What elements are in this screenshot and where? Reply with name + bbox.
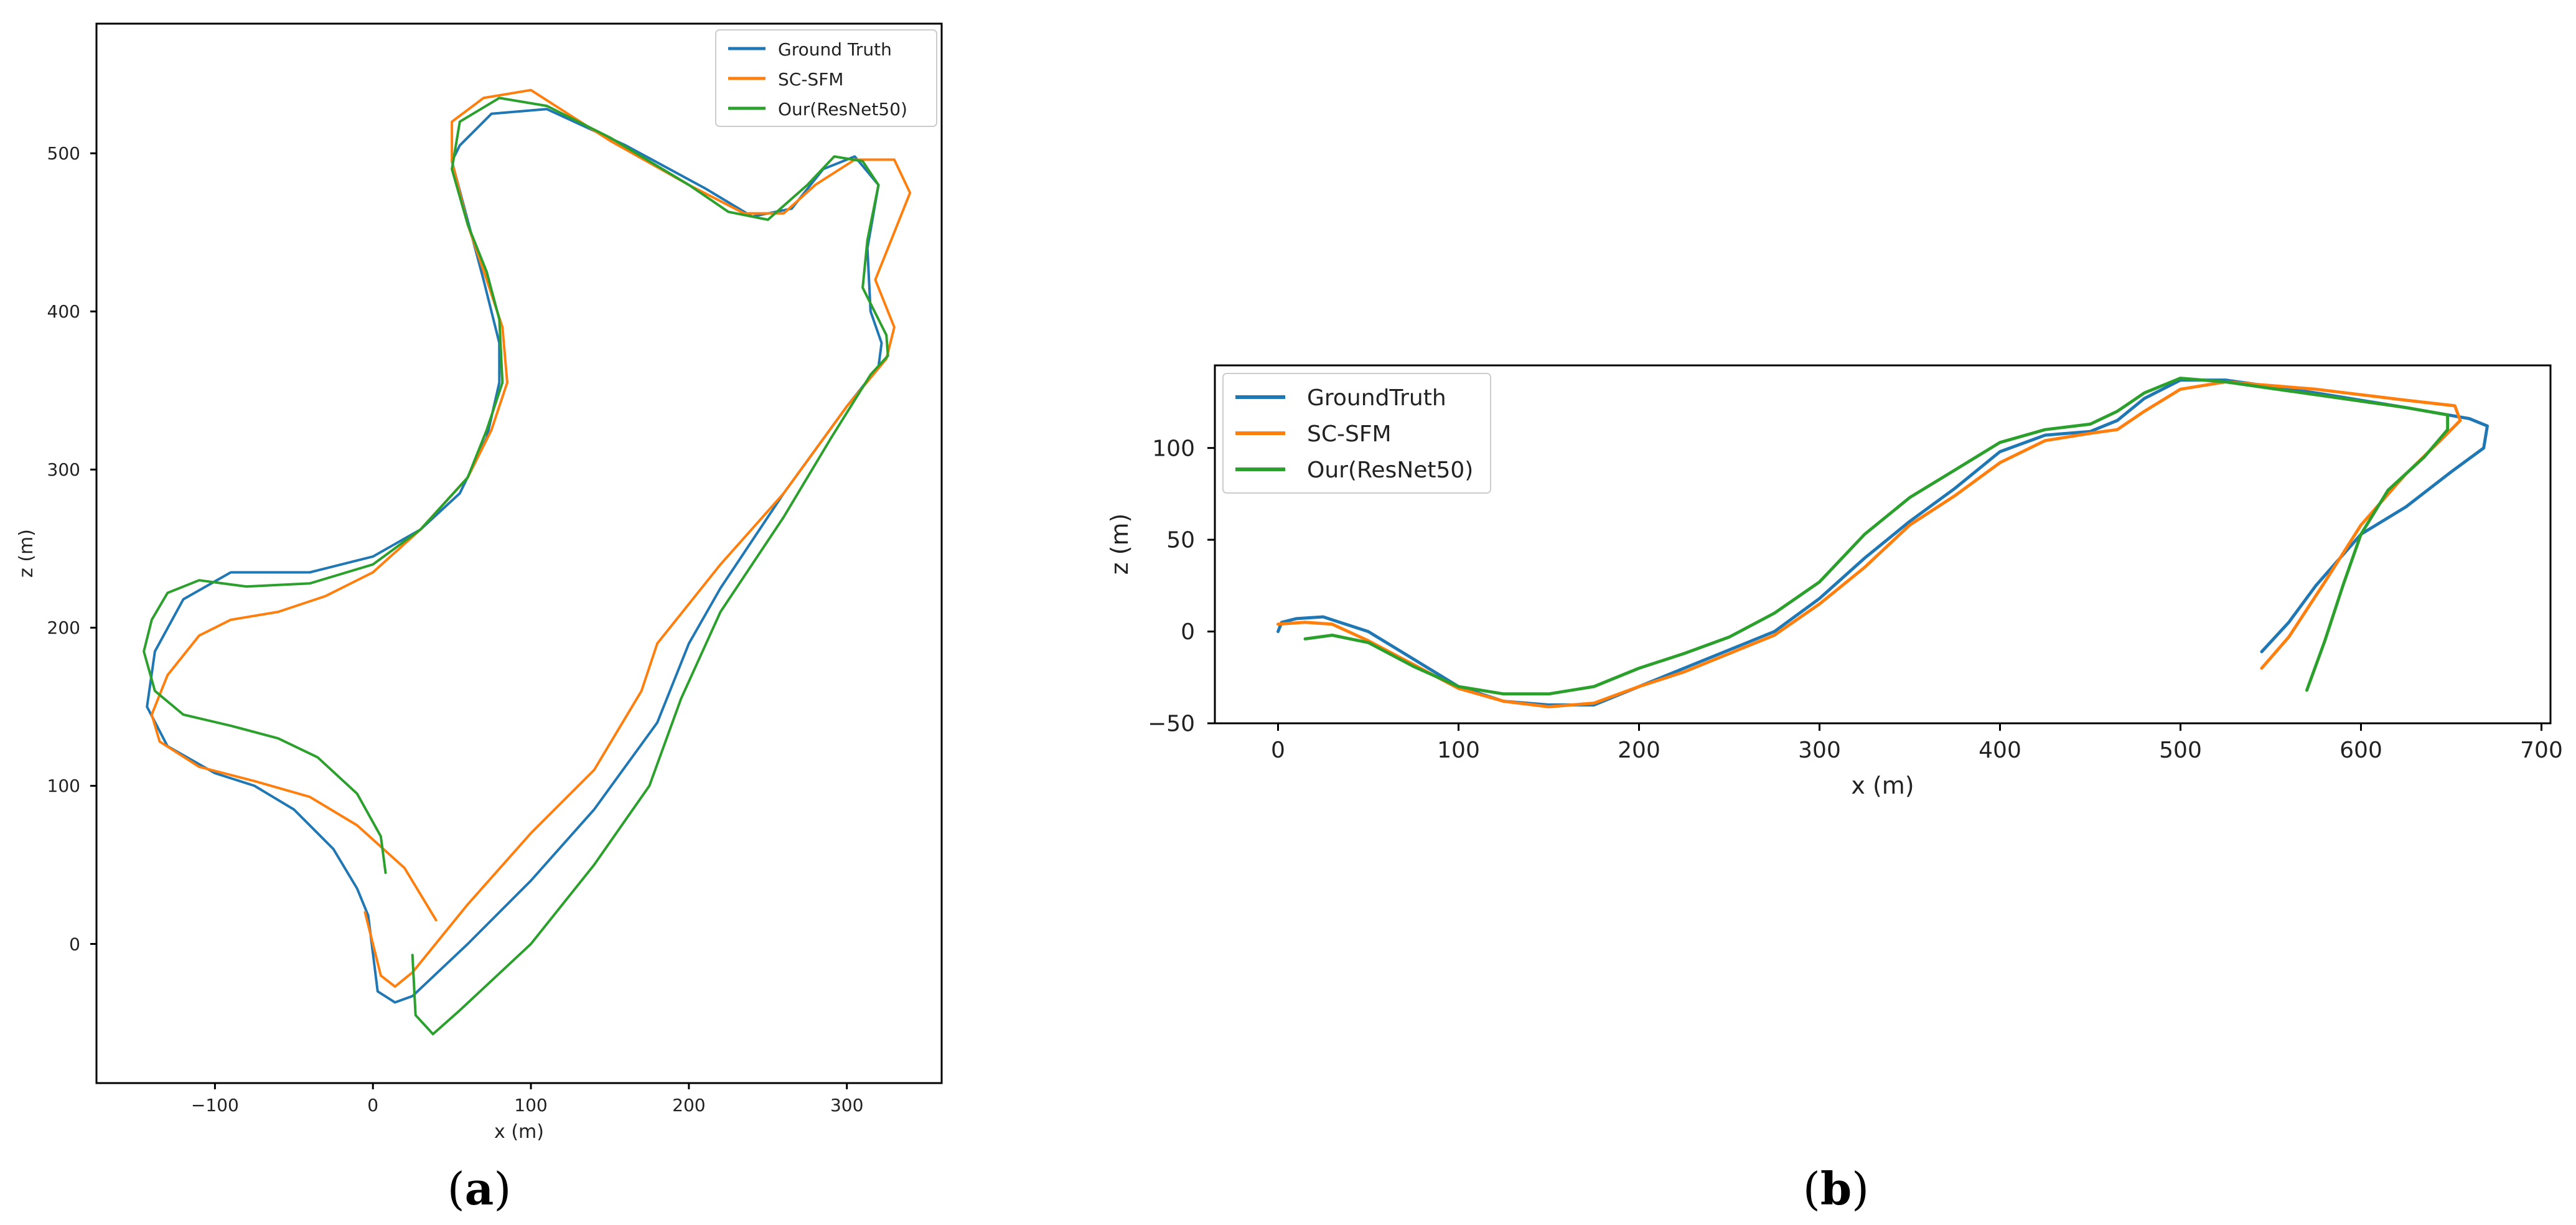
panel-a-y-tick-label: 0: [69, 934, 80, 954]
panel-a-legend-label-sc-sfm: SC-SFM: [778, 69, 843, 90]
panel-b-chart: 0 100 200 300 400 500 600 700 −50 0 50 100 x (m) z …: [1106, 364, 2563, 1215]
panel-b-caption-close: ): [1852, 1163, 1869, 1215]
panel-b-series-sc-sfm-line: [1276, 380, 2462, 708]
panel-a-x-tick-label: 300: [830, 1095, 863, 1115]
panel-b-x-tick-label: 200: [1618, 738, 1660, 763]
panel-a-series-our-resnet50-line: [143, 96, 889, 1036]
panel-a-series-ground-truth-line: [146, 108, 883, 1004]
panel-a-legend: Ground Truth SC-SFM Our(ResNet50): [715, 29, 937, 127]
panel-b-series-our-resnet50-line: [1303, 377, 2450, 696]
panel-a-caption-open: (: [447, 1163, 465, 1215]
panel-b-x-tick-label: 300: [1798, 738, 1841, 763]
panel-b-x-tick-label: 700: [2520, 738, 2563, 763]
panel-a-series-sc-sfm-line: [150, 88, 912, 988]
panel-b-x-tick-label: 0: [1271, 738, 1285, 763]
panel-b-legend-box: [1222, 373, 1491, 494]
panel-a-y-tick-label: 300: [47, 459, 80, 480]
panel-b-x-axis-label: x (m): [1851, 772, 1914, 799]
panel-b-y-tick-label: 100: [1152, 436, 1195, 461]
panel-a-y-axis-label: z (m): [16, 529, 37, 578]
panel-a-y-tick-label: 500: [47, 143, 80, 164]
panel-a-chart: −100 0 100 200 300 0 100 200 300 400 500 x (m) z (…: [16, 22, 943, 1215]
panel-a-x-axis-label: x (m): [494, 1121, 544, 1143]
panel-a-x-tick-label: −100: [191, 1095, 239, 1115]
panel-b-y-tick-label: 50: [1166, 528, 1195, 553]
panel-a-series-lines: [143, 88, 912, 1036]
panel-a-y-tick-label: 200: [47, 617, 80, 638]
panel-b-series-lines: [1276, 377, 2489, 708]
panel-b-caption: (b): [1803, 1162, 1870, 1215]
panel-a-caption: (a): [447, 1162, 512, 1215]
panel-b-y-tick-label: −50: [1148, 711, 1195, 737]
panel-a-caption-letter: a: [465, 1162, 494, 1215]
panel-a-legend-box: [715, 29, 937, 127]
panel-b-caption-open: (: [1803, 1163, 1820, 1215]
panel-b-ticks: 0 100 200 300 400 500 600 700 −50 0 50 100: [1148, 436, 2563, 763]
panel-a-y-tick-label: 400: [47, 301, 80, 322]
panel-a-ticks: −100 0 100 200 300 0 100 200 300 400 500: [47, 143, 864, 1115]
panel-a-x-tick-label: 200: [672, 1095, 705, 1115]
panel-b-legend-label-sc-sfm: SC-SFM: [1307, 421, 1392, 447]
panel-a-x-tick-label: 0: [367, 1095, 378, 1115]
panel-a-caption-close: ): [494, 1163, 511, 1215]
panel-b-x-tick-label: 500: [2159, 738, 2202, 763]
panel-a-plot-frame: [95, 22, 943, 1084]
panel-b-y-tick-label: 0: [1181, 619, 1195, 645]
panel-b-caption-letter: b: [1820, 1162, 1852, 1215]
panel-a-x-tick-label: 100: [514, 1095, 547, 1115]
panel-b-legend-label-resnet50: Our(ResNet50): [1307, 458, 1473, 483]
panel-b-legend: GroundTruth SC-SFM Our(ResNet50): [1222, 373, 1491, 494]
panel-b-x-tick-label: 600: [2339, 738, 2382, 763]
panel-b-legend-label-ground-truth: GroundTruth: [1307, 385, 1446, 411]
panel-a-legend-label-ground-truth: Ground Truth: [778, 39, 892, 60]
panel-a-legend-label-resnet50: Our(ResNet50): [778, 99, 907, 120]
panel-b-x-tick-label: 400: [1979, 738, 2021, 763]
panel-b-plot-frame: [1214, 364, 2552, 725]
panel-a-y-tick-label: 100: [47, 776, 80, 796]
panel-b-y-axis-label: z (m): [1106, 514, 1133, 575]
panel-b-x-tick-label: 100: [1437, 738, 1480, 763]
